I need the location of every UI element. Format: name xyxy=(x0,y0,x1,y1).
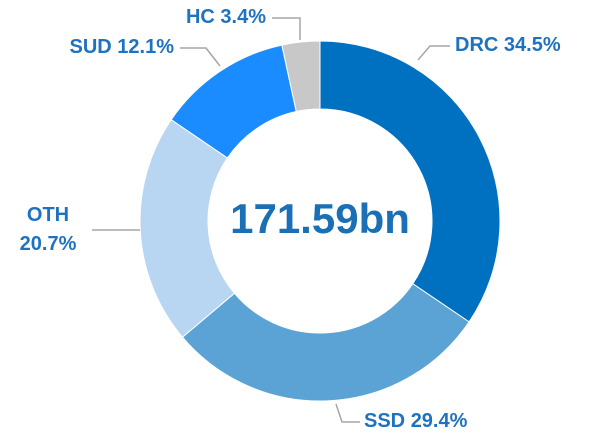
value-label: 3.4% xyxy=(220,6,266,28)
slice-label: SSD 29.4% xyxy=(364,410,468,432)
slice xyxy=(319,40,501,323)
category-label: HC xyxy=(186,6,215,28)
leader-line xyxy=(335,403,360,423)
category-label: SUD xyxy=(69,36,111,58)
slice xyxy=(281,40,321,113)
category-label: SSD xyxy=(364,410,405,432)
slice-label: OTH 20.7% xyxy=(20,204,77,255)
slice-label: HC 3.4% xyxy=(186,6,266,28)
value-label: 20.7% xyxy=(20,233,77,255)
slice-label: DRC 34.5% xyxy=(455,34,561,56)
value-label: 12.1% xyxy=(117,36,174,58)
slice xyxy=(181,283,470,402)
slices xyxy=(139,40,501,402)
slice-label: SUD 12.1% xyxy=(69,36,174,58)
leader-line xyxy=(180,47,221,67)
center-label: 171.59bn xyxy=(230,195,410,242)
category-label: DRC xyxy=(455,34,498,56)
leader-lines xyxy=(92,17,450,423)
value-label: 34.5% xyxy=(504,34,561,56)
value-label: 29.4% xyxy=(411,410,468,432)
category-label: OTH xyxy=(27,204,69,226)
leader-line xyxy=(417,45,450,61)
leader-line xyxy=(272,17,301,40)
